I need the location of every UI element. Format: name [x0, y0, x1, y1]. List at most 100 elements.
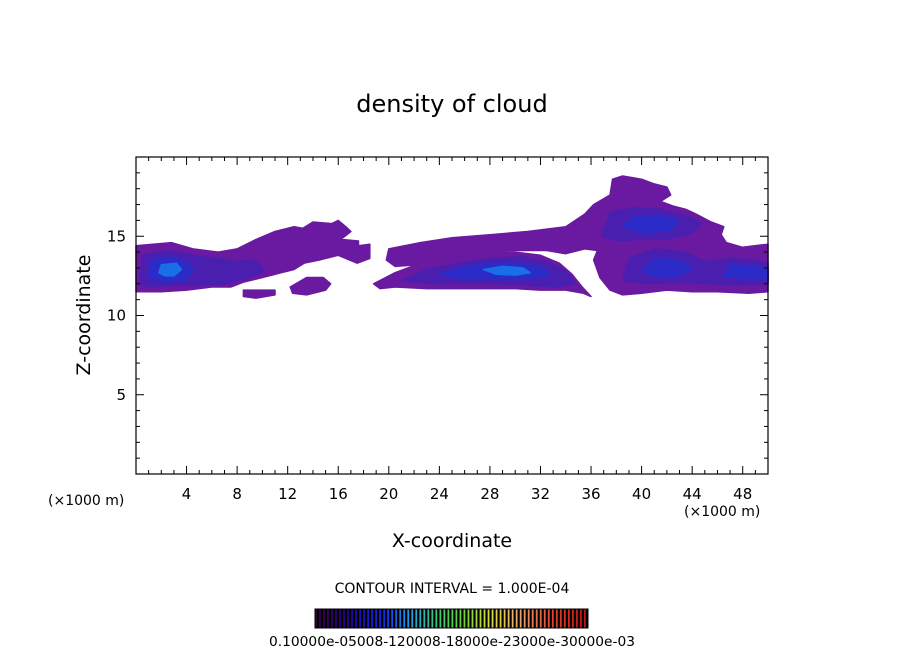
colorbar-stripe [387, 609, 390, 628]
colorbar-stripe [511, 609, 514, 628]
x-tick-label: 12 [278, 485, 297, 503]
x-tick-label: 40 [632, 485, 651, 503]
colorbar-labels: 0.10000e-05008-120008-18000e-23000e-3000… [269, 635, 635, 650]
x-tick-label: 28 [480, 485, 499, 503]
cloud-contour-9 [640, 257, 693, 279]
cloud-region-1 [242, 289, 276, 299]
colorbar-stripe [411, 609, 414, 628]
x-tick-label: 36 [581, 485, 600, 503]
colorbar-stripe [323, 609, 325, 628]
colorbar-stripe [451, 609, 454, 628]
colorbar-stripe [559, 609, 562, 628]
colorbar-stripe [507, 609, 510, 628]
colorbar-stripe [455, 609, 458, 628]
cloud-contour-7 [621, 214, 681, 234]
colorbar-stripe [567, 609, 570, 628]
colorbar-stripe [419, 609, 422, 628]
colorbar-stripe [383, 609, 386, 628]
colorbar-stripe [575, 609, 578, 628]
colorbar-stripe [531, 609, 534, 628]
y-tick-label: 15 [107, 227, 126, 245]
colorbar-stripe [563, 609, 566, 628]
colorbar-stripe [515, 609, 518, 628]
colorbar-stripe [343, 609, 345, 628]
x-unit-right: (×1000 m) [684, 504, 760, 520]
contour-interval-label: CONTOUR INTERVAL = 1.000E-04 [335, 581, 570, 597]
colorbar-stripe [467, 609, 470, 628]
cloud-region-2 [289, 276, 332, 296]
colorbar-stripe [331, 609, 333, 628]
x-tick-label: 24 [430, 485, 449, 503]
colorbar-stripe [447, 609, 450, 628]
colorbar-stripe [443, 609, 446, 628]
colorbar-frame [314, 608, 589, 629]
colorbar-stripe [571, 609, 574, 628]
colorbar-stripe [471, 609, 474, 628]
colorbar-stripe [475, 609, 478, 628]
colorbar-stripe [363, 609, 365, 628]
colorbar-stripe [527, 609, 530, 628]
colorbar-stripe [315, 609, 317, 628]
colorbar-stripe [367, 609, 369, 628]
plot-frame [135, 156, 769, 475]
colorbar-stripe [327, 609, 329, 628]
colorbar-stripe [491, 609, 494, 628]
colorbar-stripe [479, 609, 482, 628]
cloud-contour-2 [158, 262, 183, 277]
colorbar-stripe [523, 609, 526, 628]
colorbar-stripe [371, 609, 374, 628]
x-tick-label: 32 [531, 485, 550, 503]
y-tick-label: 10 [107, 307, 126, 325]
y-tick-label: 5 [116, 386, 126, 404]
colorbar-stripe [375, 609, 378, 628]
colorbar-stripe [423, 609, 426, 628]
colorbar-stripe [351, 609, 353, 628]
colorbar-stripe [539, 609, 542, 628]
colorbar-stripe [347, 609, 349, 628]
colorbar-stripe [487, 609, 490, 628]
y-axis: 5 10 15 [107, 172, 768, 459]
colorbar-stripe [583, 609, 586, 628]
colorbar-stripe [579, 609, 582, 628]
colorbar-stripe [459, 609, 462, 628]
colorbar-stripe [463, 609, 466, 628]
colorbar-stripe [359, 609, 361, 628]
x-tick-label: 16 [329, 485, 348, 503]
cloud-contour-5 [482, 265, 532, 276]
colorbar-stripe [335, 609, 337, 628]
x-tick-label: 48 [733, 485, 752, 503]
x-unit-left: (×1000 m) [48, 493, 124, 509]
x-axis: 4 8 12 16 20 24 28 32 36 40 44 48 [148, 157, 756, 503]
x-tick-label: 20 [379, 485, 398, 503]
x-axis-label: X-coordinate [392, 530, 512, 552]
colorbar-stripe [399, 609, 402, 628]
colorbar-stripe [519, 609, 522, 628]
plot-area [135, 175, 769, 299]
colorbar-stripe [503, 609, 506, 628]
x-tick-label: 8 [232, 485, 242, 503]
colorbar-stripe [319, 609, 321, 628]
colorbar-stripe [551, 609, 554, 628]
colorbar-stripe [355, 609, 357, 628]
colorbar-stripe [431, 609, 434, 628]
colorbar-stripe [555, 609, 558, 628]
colorbar-stripe [395, 609, 398, 628]
colorbar-stripe [415, 609, 418, 628]
x-tick-label: 4 [182, 485, 192, 503]
colorbar-stripe [435, 609, 438, 628]
colorbar [314, 608, 589, 629]
colorbar-stripe [407, 609, 410, 628]
chart-title: density of cloud [356, 90, 547, 118]
y-axis-label: Z-coordinate [73, 255, 95, 376]
x-tick-label: 44 [683, 485, 702, 503]
colorbar-stripe [403, 609, 406, 628]
colorbar-stripe [379, 609, 382, 628]
colorbar-stripe [495, 609, 498, 628]
colorbar-stripe [499, 609, 502, 628]
colorbar-stripe [439, 609, 442, 628]
colorbar-stripe [339, 609, 341, 628]
colorbar-stripe [535, 609, 538, 628]
colorbar-stripe [543, 609, 546, 628]
colorbar-stripe [391, 609, 394, 628]
